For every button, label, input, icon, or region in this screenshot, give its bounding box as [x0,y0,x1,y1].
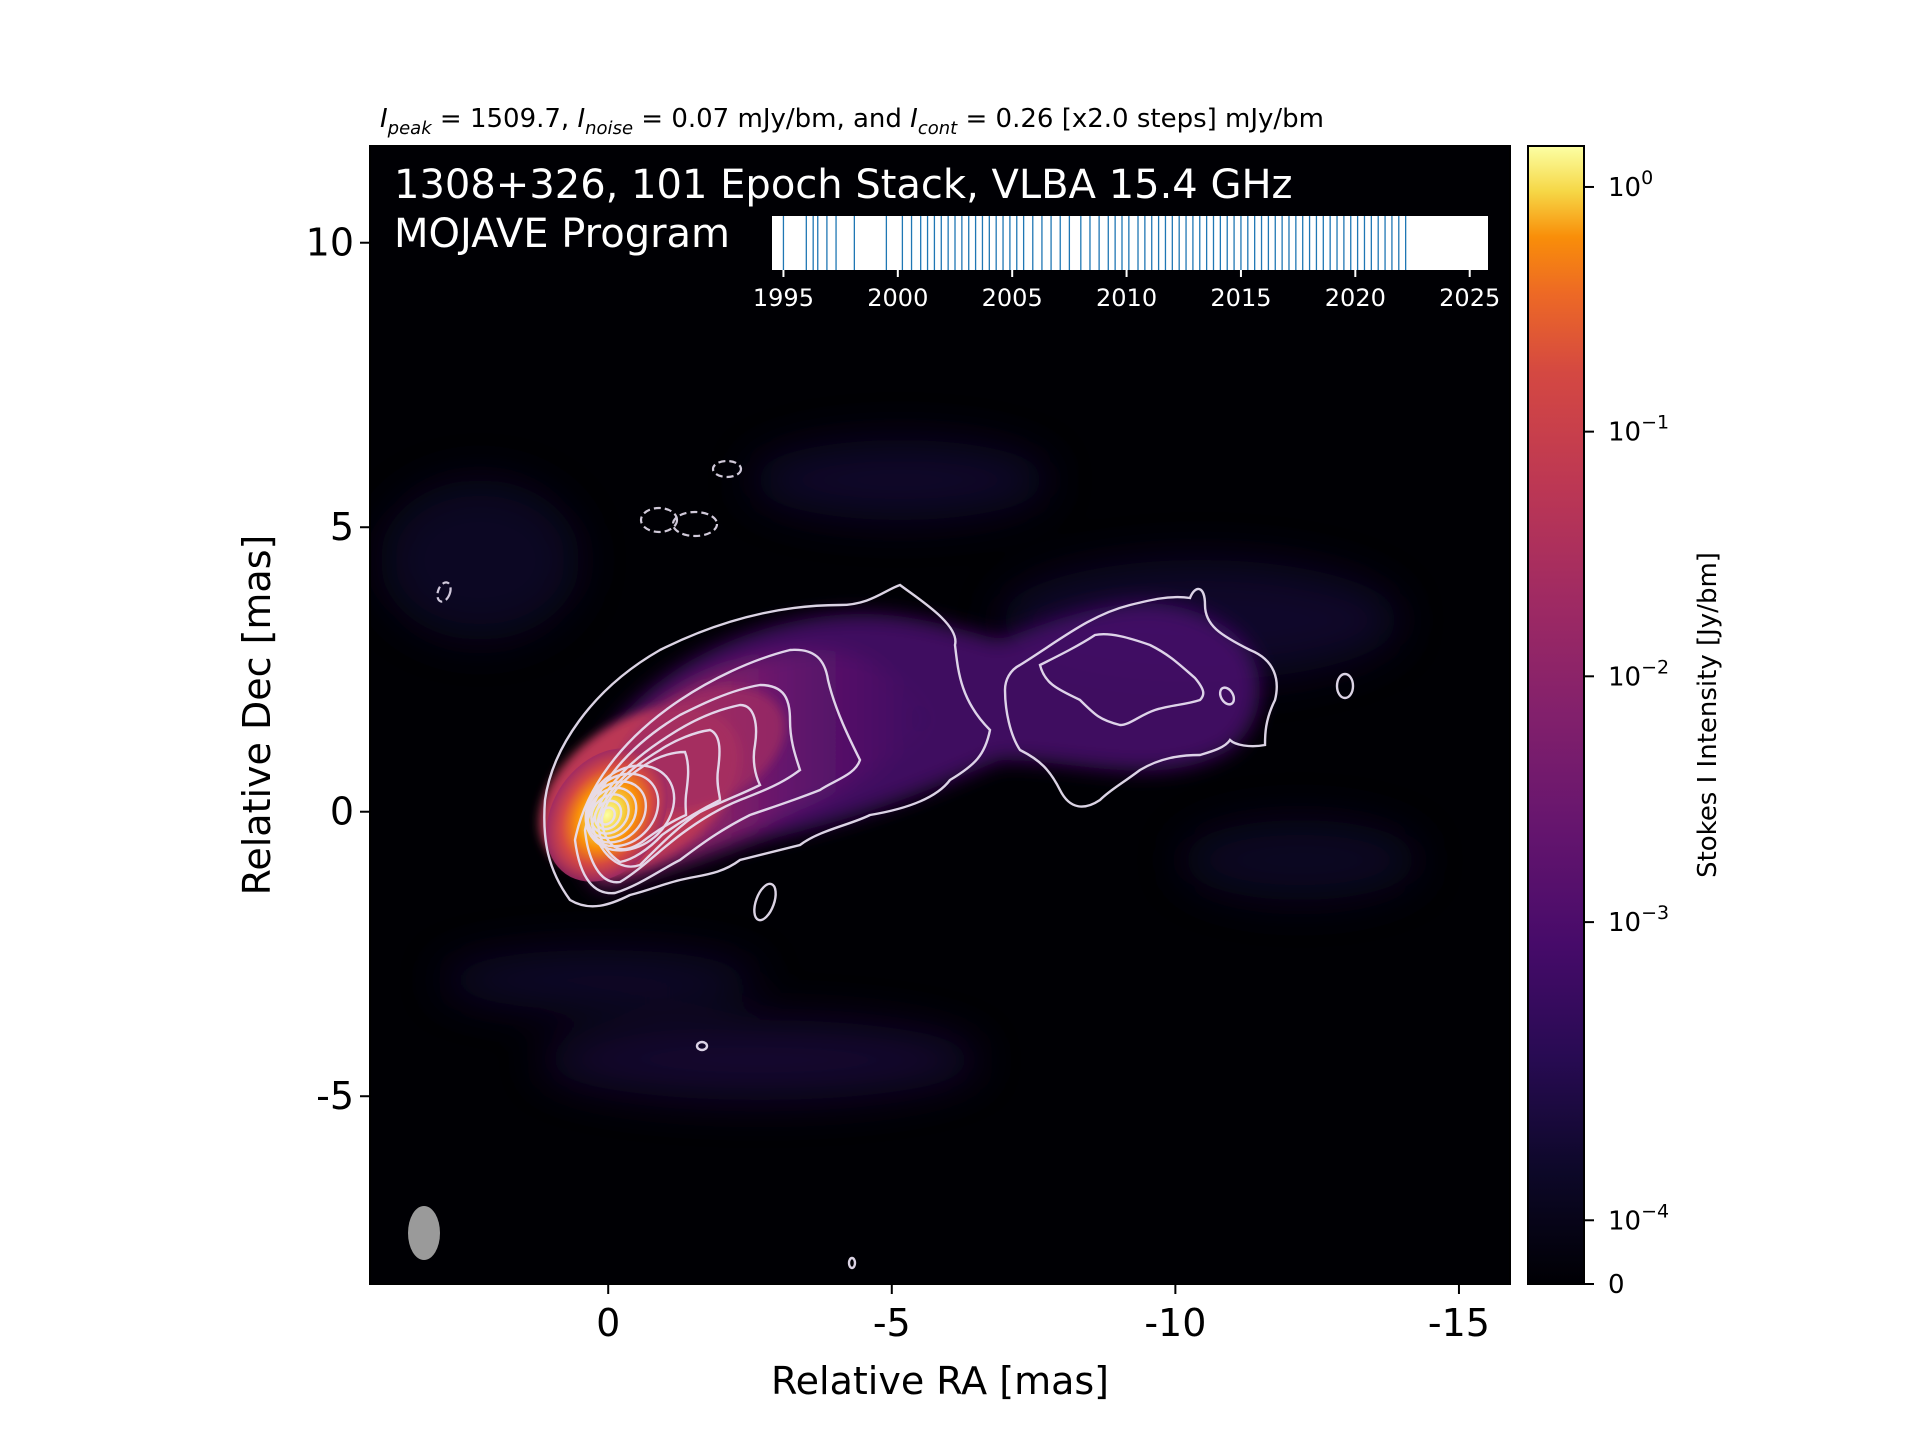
plot-frame [369,145,1511,1285]
timeline-tick-label: 2000 [867,284,928,312]
x-tick-label: -15 [1428,1301,1490,1345]
plot-title-line2: MOJAVE Program [394,211,730,257]
colorbar-gradient [1527,145,1585,1285]
negative-contours [436,459,743,603]
colorbar-tick-label: 10−4 [1608,1200,1669,1236]
emission-map: 1995 2000 2005 2010 2015 2020 2025 1308+326, 1… [380,162,1500,1270]
timeline-tick-label: 1995 [753,284,814,312]
colorbar-tick-label: 10−1 [1608,412,1669,448]
timeline-tick-label: 2010 [1096,284,1157,312]
x-axis-label: Relative RA [mas] [771,1359,1109,1403]
timeline-tick-label: 2025 [1439,284,1500,312]
contours [543,583,1355,1270]
beam-ellipse [408,1206,440,1260]
header-stats: Ipeak = 1509.7, Inoise = 0.07 mJy/bm, an… [380,104,1324,139]
x-tick-label: 0 [596,1301,620,1345]
colorbar-tick-label: 0 [1608,1270,1625,1300]
timeline-box [772,216,1488,270]
epoch-timeline: 1995 2000 2005 2010 2015 2020 2025 [753,216,1500,312]
colorbar-tick-label: 10−3 [1608,902,1669,938]
plot-title-line1: 1308+326, 101 Epoch Stack, VLBA 15.4 GHz [394,162,1293,208]
timeline-tick-label: 2015 [1210,284,1271,312]
epoch-lines [782,216,1407,270]
timeline-ticks: 1995 2000 2005 2010 2015 2020 2025 [753,270,1500,312]
y-axis: -5 0 5 10 [306,221,370,1118]
colorbar-label: Stokes I Intensity [Jy/bm] [1693,552,1723,878]
y-tick-label: 0 [330,790,354,834]
colorbar-tick-label: 100 [1608,167,1653,203]
y-axis-label: Relative Dec [mas] [235,535,279,896]
x-axis: 0 -5 -10 -15 [596,1284,1490,1345]
y-tick-label: -5 [316,1074,354,1118]
timeline-tick-label: 2005 [982,284,1043,312]
y-tick-label: 5 [330,505,354,549]
timeline-tick-label: 2020 [1325,284,1386,312]
colorbar-ticks: 100 10−1 10−2 10−3 10−4 0 [1584,167,1669,1300]
colorbar-tick-label: 10−2 [1608,656,1669,692]
image-panel: 1995 2000 2005 2010 2015 2020 2025 1308+326, 1… [369,145,1511,1285]
colorbar: 100 10−1 10−2 10−3 10−4 0 Stokes I Intensity … [1527,145,1723,1300]
x-tick-label: -10 [1144,1301,1206,1345]
y-tick-label: 10 [306,221,354,265]
x-tick-label: -5 [873,1301,911,1345]
